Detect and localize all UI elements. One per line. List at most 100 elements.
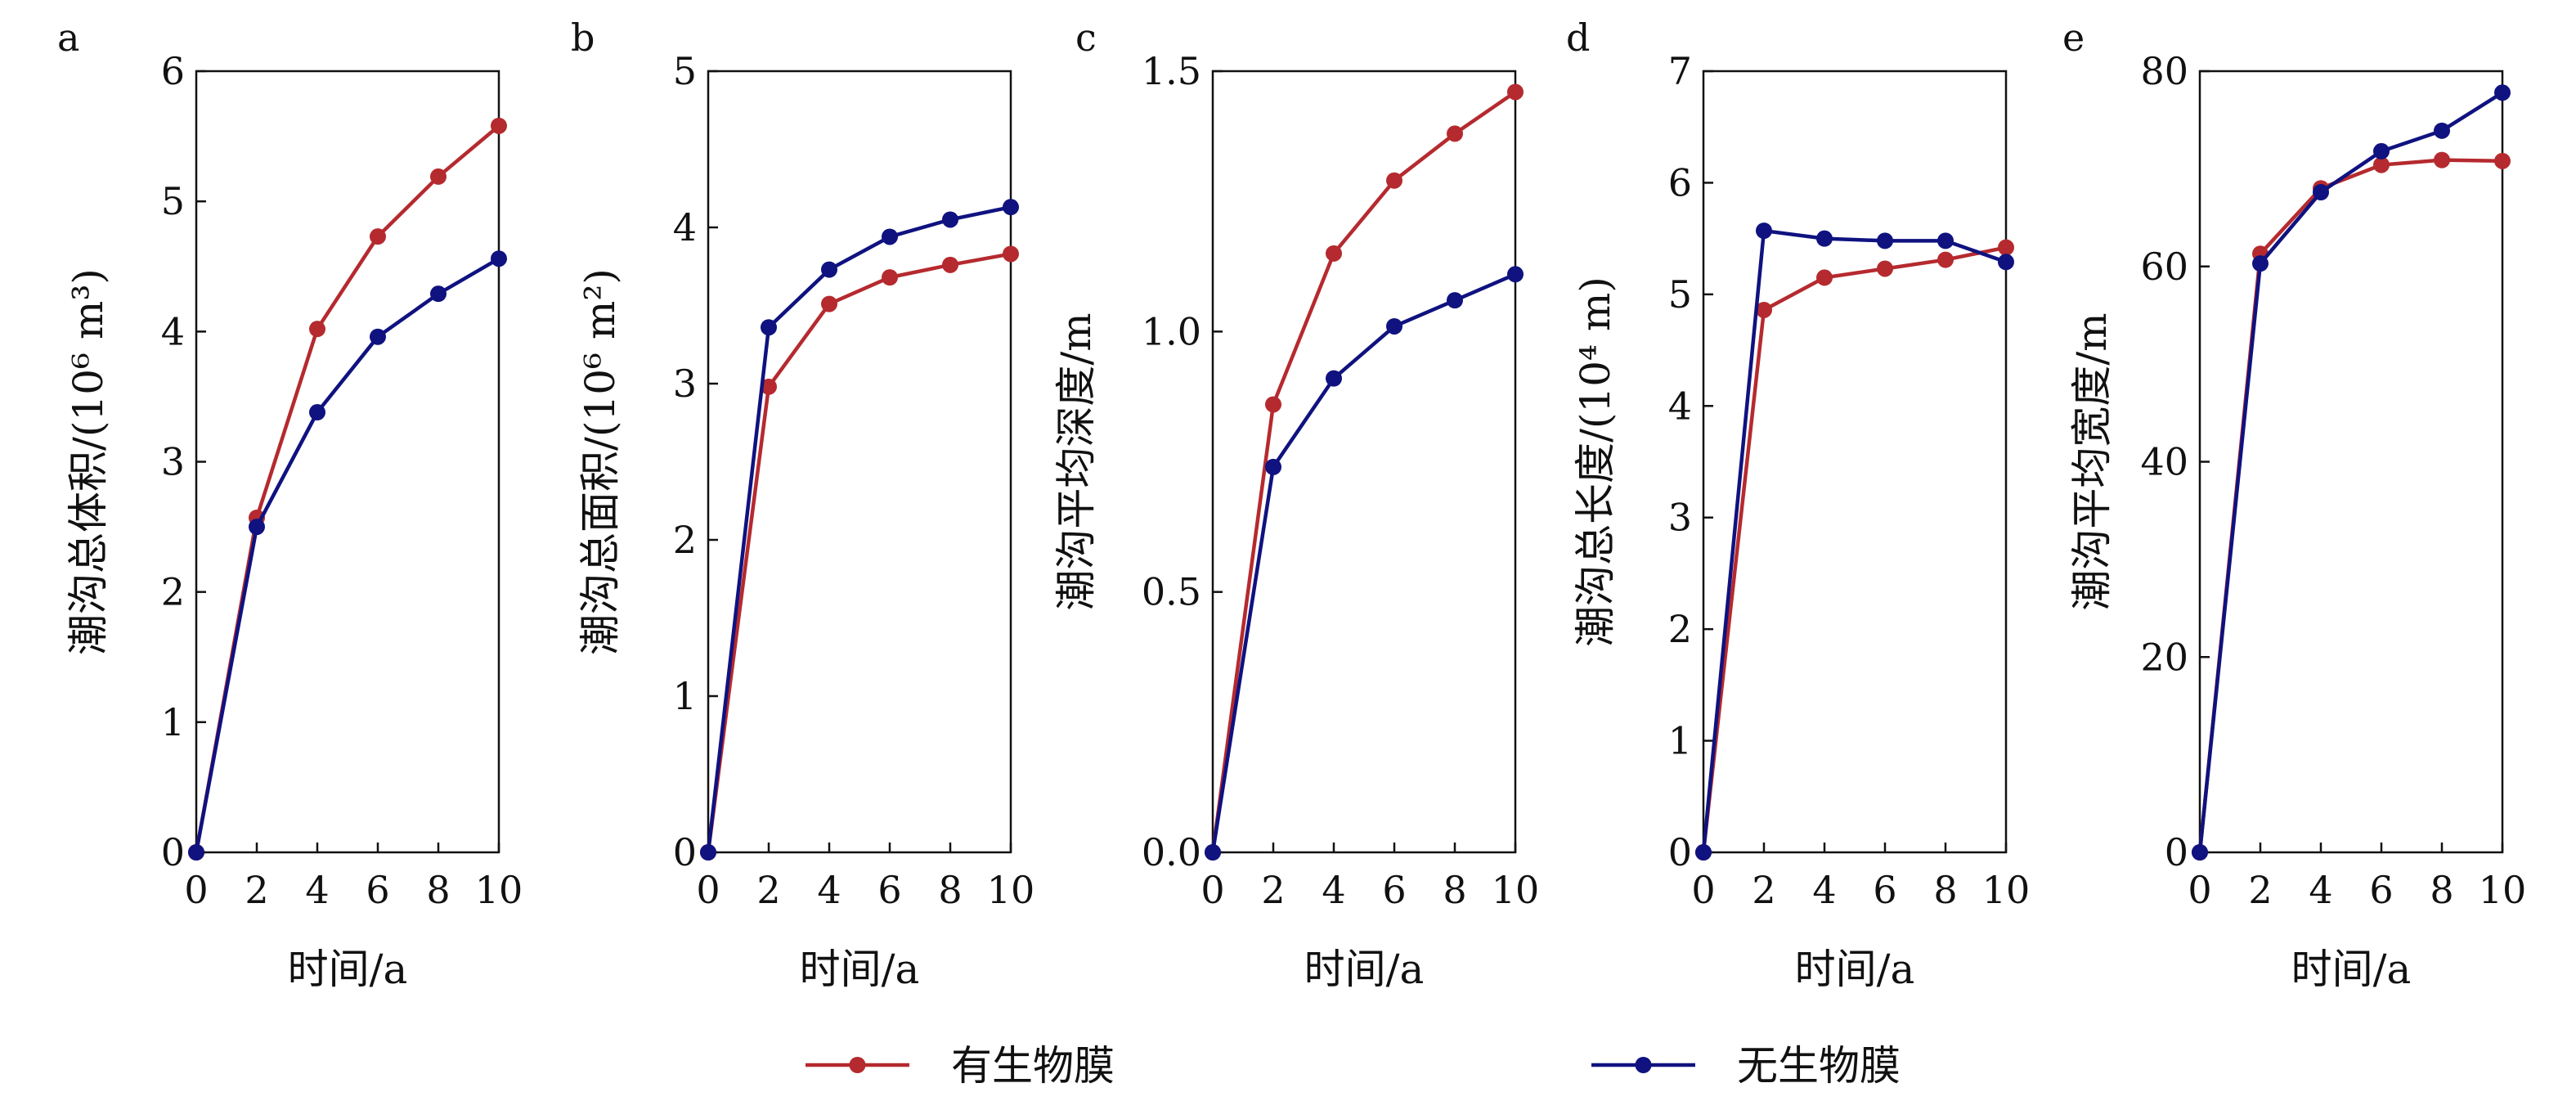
data-point (1507, 266, 1524, 283)
y-tick-label: 1 (673, 674, 697, 718)
data-point (2313, 184, 2329, 201)
data-point (1816, 269, 1833, 286)
legend-label: 无生物膜 (1737, 1042, 1901, 1090)
series-line (2197, 91, 2504, 853)
y-tick-label: 0 (2165, 830, 2188, 874)
data-point (1265, 458, 1281, 475)
y-tick-label: 2 (1668, 607, 1692, 651)
x-tick-label: 10 (475, 868, 523, 912)
y-tick-label: 5 (1668, 272, 1692, 317)
series-line (1210, 90, 1517, 853)
data-point (1877, 232, 1893, 249)
y-tick-label: 1.5 (1142, 49, 1201, 93)
legend-label: 有生物膜 (951, 1042, 1115, 1090)
y-axis-title: 潮沟总长度/(10⁴ m) (1572, 276, 1619, 647)
data-point (700, 844, 716, 861)
x-tick-label: 6 (2369, 868, 2393, 912)
panel-letter: e (2062, 16, 2085, 60)
y-tick-label: 2 (673, 518, 697, 562)
series-line (706, 252, 1012, 853)
legend: 有生物膜 无生物膜 (806, 1042, 1901, 1090)
y-tick-label: 1.0 (1142, 309, 1201, 353)
data-point (882, 228, 898, 245)
x-tick-label: 2 (756, 868, 780, 912)
y-tick-label: 4 (1668, 384, 1692, 428)
y-tick-label: 1 (1668, 719, 1692, 763)
data-point (1877, 260, 1893, 277)
data-point (249, 519, 265, 536)
data-point (1998, 239, 2014, 256)
series-line (2197, 158, 2503, 853)
x-axis-title: 时间/a (288, 946, 408, 993)
x-tick-label: 8 (1933, 868, 1957, 912)
data-point (491, 250, 507, 267)
data-point (882, 269, 898, 286)
series-line (1701, 228, 2007, 853)
plot-frame (2198, 70, 2504, 854)
data-point (1447, 292, 1463, 309)
data-point (430, 168, 447, 185)
data-point (1326, 245, 1342, 262)
y-axis-title: 潮沟总体积/(10⁶ m³) (65, 268, 112, 655)
x-tick-label: 2 (1261, 868, 1285, 912)
y-tick-label: 6 (1668, 160, 1692, 204)
data-point (1695, 844, 1712, 861)
data-point (1205, 844, 1221, 861)
data-point (370, 328, 386, 345)
x-tick-label: 6 (366, 868, 389, 912)
x-tick-label: 0 (696, 868, 720, 912)
x-tick-label: 4 (305, 868, 329, 912)
data-point (942, 211, 958, 228)
data-point (1937, 232, 1954, 249)
x-tick-label: 2 (1752, 868, 1775, 912)
x-tick-label: 8 (426, 868, 450, 912)
data-point (2494, 84, 2511, 101)
x-tick-label: 0 (1691, 868, 1715, 912)
data-point (821, 261, 837, 278)
data-point (1756, 301, 1772, 318)
data-point (2192, 844, 2208, 861)
y-axis-title: 潮沟总面积/(10⁶ m²) (577, 268, 624, 655)
y-axis-title: 潮沟平均宽度/m (2068, 312, 2116, 610)
series-line (194, 124, 500, 853)
data-point (942, 256, 958, 273)
data-point (309, 404, 325, 421)
data-point (2434, 151, 2450, 169)
data-point (821, 295, 837, 312)
y-tick-label: 7 (1668, 49, 1692, 93)
y-tick-label: 4 (673, 205, 697, 249)
x-tick-label: 2 (245, 868, 268, 912)
legend-marker (1635, 1057, 1652, 1073)
y-tick-label: 3 (161, 440, 185, 484)
x-tick-label: 8 (2430, 868, 2453, 912)
data-point (2434, 122, 2450, 139)
data-point (1003, 199, 1019, 216)
data-point (2252, 255, 2269, 272)
y-tick-label: 2 (161, 570, 185, 614)
x-axis-title: 时间/a (2291, 946, 2412, 993)
y-tick-label: 0 (673, 830, 697, 874)
series-line (706, 204, 1012, 853)
data-point (430, 285, 447, 303)
data-point (1507, 83, 1524, 101)
data-point (1386, 317, 1402, 335)
y-tick-label: 0 (1668, 830, 1692, 874)
data-point (761, 378, 777, 395)
y-tick-label: 60 (2140, 245, 2188, 289)
x-tick-label: 4 (817, 868, 841, 912)
panel-letter: c (1075, 16, 1097, 60)
plot-frame (707, 70, 1012, 854)
x-tick-label: 6 (1873, 868, 1896, 912)
data-point (188, 844, 204, 861)
x-tick-label: 10 (2479, 868, 2527, 912)
panel-c: 0 2 4 6 8 10 0.0 0.5 1.0 1.5 c 时间/a 潮沟平均深度/m (1052, 16, 1539, 993)
x-tick-label: 4 (2309, 868, 2332, 912)
x-tick-label: 2 (2248, 868, 2272, 912)
data-point (491, 117, 507, 134)
data-point (761, 319, 777, 336)
panel-letter: a (57, 16, 79, 60)
data-point (1756, 222, 1772, 240)
data-point (1003, 245, 1019, 263)
